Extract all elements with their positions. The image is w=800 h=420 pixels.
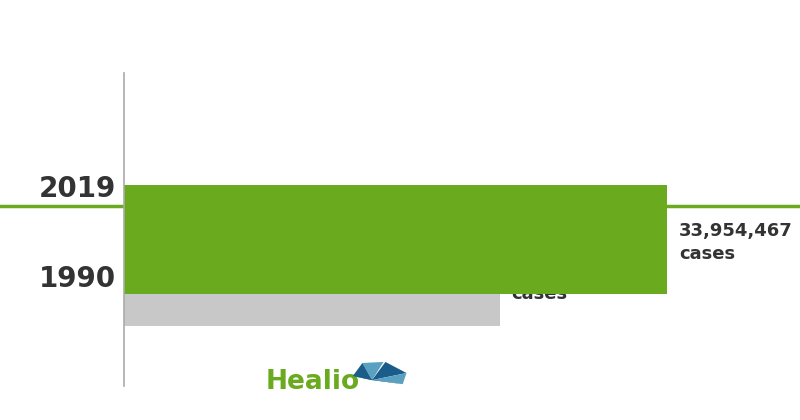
- Text: Total number of asthma prevalence cases:: Total number of asthma prevalence cases:: [134, 24, 666, 44]
- Text: cases: cases: [512, 285, 568, 303]
- Polygon shape: [372, 373, 406, 384]
- Text: Healio: Healio: [266, 369, 360, 395]
- Text: 33,954,467: 33,954,467: [679, 222, 793, 240]
- Text: 2019: 2019: [38, 175, 116, 203]
- Text: 23,477,765: 23,477,765: [512, 262, 626, 280]
- Polygon shape: [372, 362, 406, 380]
- Text: cases: cases: [679, 245, 735, 263]
- Polygon shape: [353, 376, 402, 384]
- Polygon shape: [353, 363, 372, 380]
- Polygon shape: [362, 362, 383, 380]
- Text: 1990: 1990: [39, 265, 116, 293]
